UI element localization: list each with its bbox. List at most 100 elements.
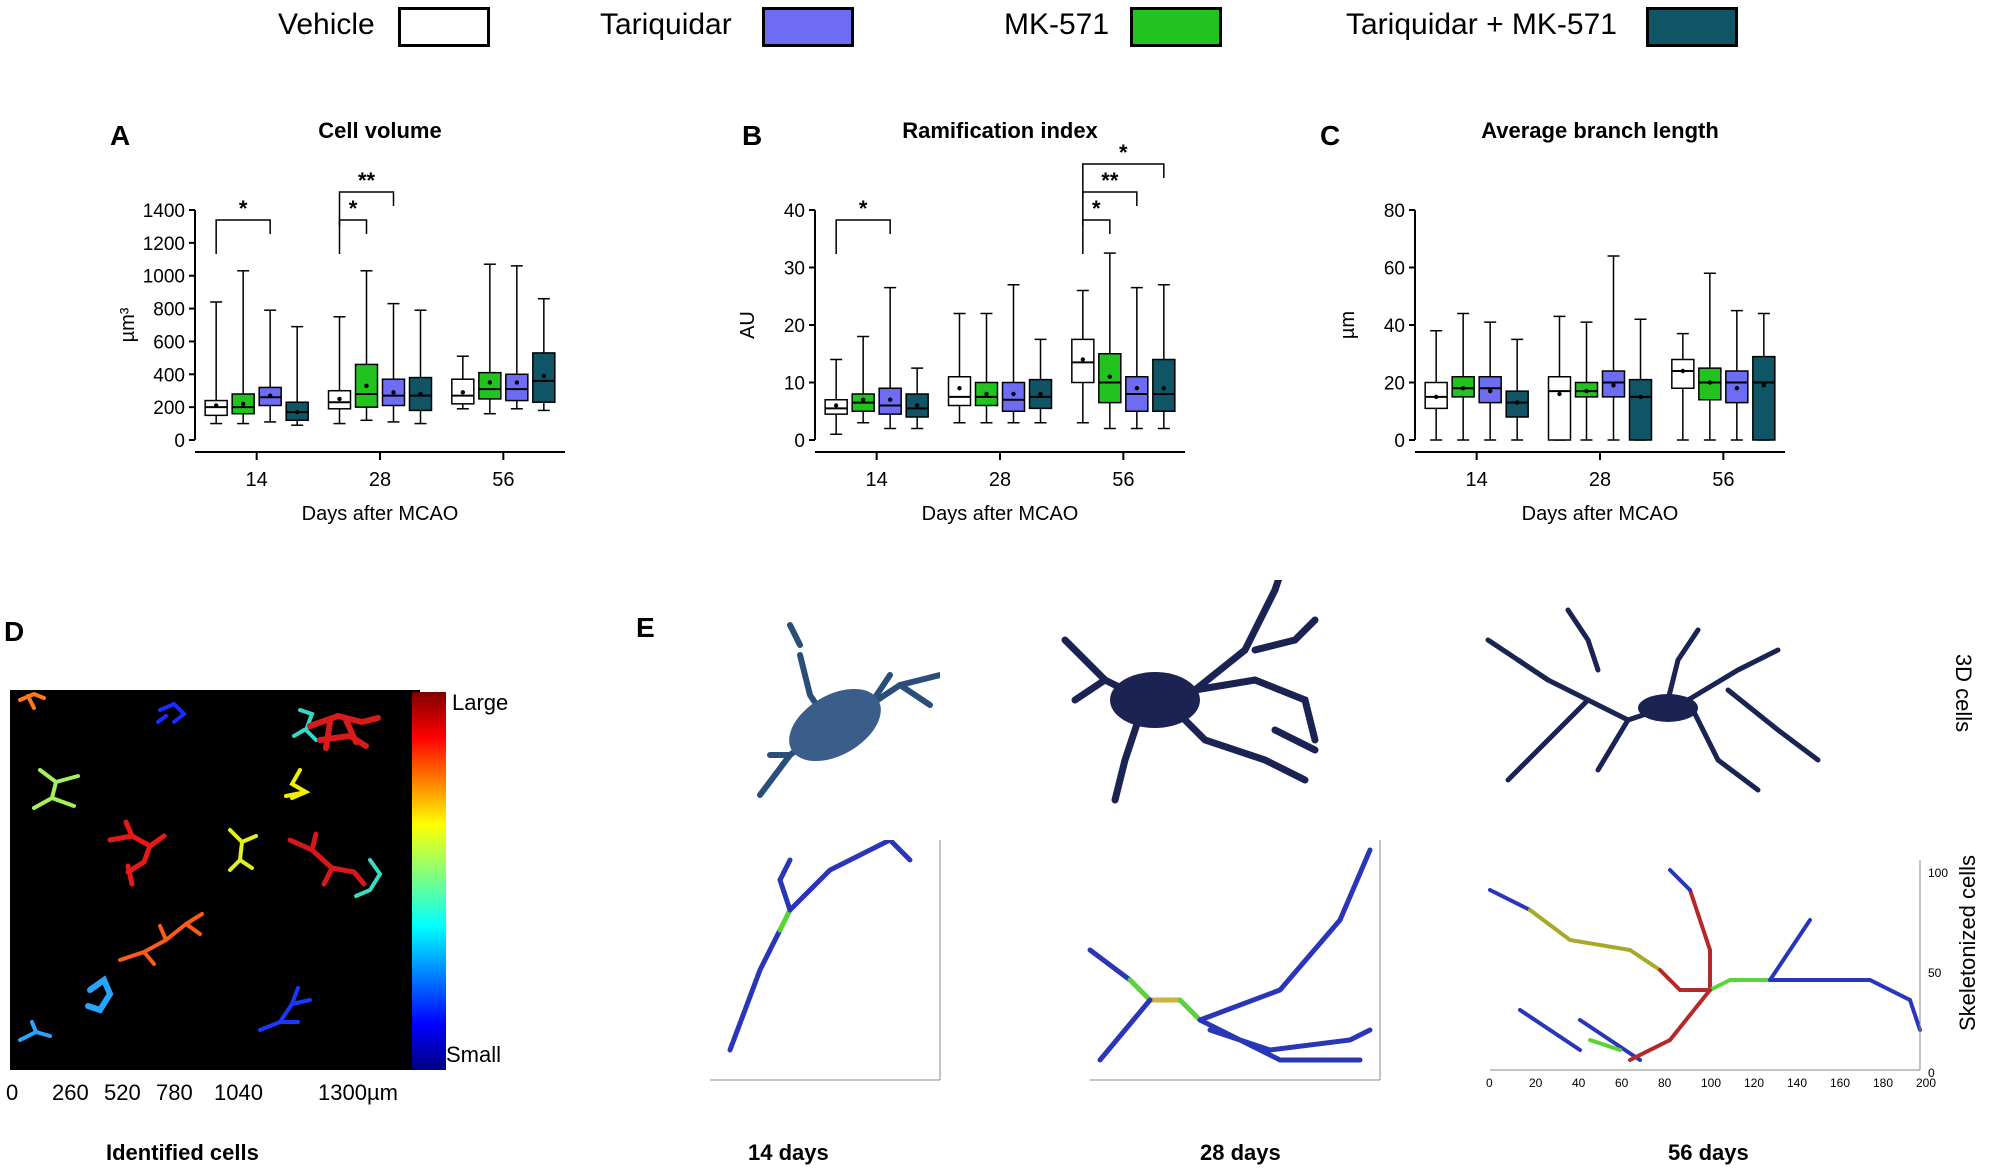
box-mean-point: [1514, 400, 1520, 405]
legend-swatch-tariquidar: [762, 7, 854, 47]
legend-swatch-mk571: [1130, 7, 1222, 47]
box-mean-point: [1611, 383, 1616, 388]
scale-label-small: Small: [446, 1042, 502, 1067]
chart-cell-volume: Cell volume 0 200 400 600 800 1000 1200 1400 µm³ 1…: [117, 118, 565, 525]
box: [1752, 355, 1776, 441]
x-tick-label: 28: [989, 469, 1011, 491]
y-tick-label: 1000: [143, 267, 185, 288]
y-tick-label: 30: [784, 259, 805, 280]
box-mean-point: [364, 383, 369, 388]
box: [505, 373, 529, 402]
box-mean-point: [984, 391, 989, 397]
significance-bracket: [835, 219, 891, 254]
significance-bracket: [338, 191, 395, 226]
skeleton-56-x-tick: 200: [1916, 1076, 1937, 1090]
skeleton-56-x-tick: 60: [1615, 1076, 1629, 1090]
x-axis-label: Days after MCAO: [302, 503, 459, 525]
significance-label: *: [859, 196, 868, 221]
identified-cells-x-tick: 260: [52, 1080, 89, 1105]
box-mean-point: [514, 380, 520, 385]
x-tick-label: 56: [1712, 469, 1734, 491]
x-tick-label: 14: [1466, 469, 1488, 491]
skeleton-56-y-tick: 50: [1928, 966, 1942, 980]
x-tick-label: 28: [1589, 469, 1611, 491]
panel-letter-e: E: [636, 612, 655, 643]
scale-label-large: Large: [452, 690, 509, 715]
significance-label: *: [349, 196, 358, 221]
y-tick-label: 1400: [143, 201, 185, 222]
skeleton-56-x-tick: 140: [1787, 1076, 1808, 1090]
legend-label: Tariquidar + MK-571: [1346, 8, 1617, 41]
skeleton-56-x-tick: 120: [1744, 1076, 1765, 1090]
y-tick-label: 1200: [143, 234, 185, 255]
x-tick-label: 14: [866, 469, 888, 491]
skeleton-56-x-tick: 20: [1529, 1076, 1543, 1090]
box-mean-point: [1460, 386, 1466, 391]
x-axis-label: Days after MCAO: [1522, 503, 1679, 525]
cell-3d-14-days: [757, 622, 940, 798]
box-mean-point: [1761, 383, 1767, 388]
y-tick-label: 0: [1394, 431, 1405, 452]
box: [1152, 358, 1176, 412]
box-mean-point: [460, 390, 466, 395]
box-mean-point: [240, 401, 246, 407]
box-mean-point: [914, 403, 920, 408]
y-tick-label: 80: [1384, 201, 1405, 222]
box-mean-point: [267, 393, 273, 398]
significance-bracket: [1082, 191, 1138, 226]
significance-bracket: [1082, 163, 1165, 198]
skeleton-56-x-tick: 40: [1572, 1076, 1586, 1090]
box-mean-point: [957, 386, 962, 391]
box-mean-point: [1107, 374, 1113, 379]
box-mean-point: [1038, 391, 1043, 397]
significance-bracket: [1082, 219, 1111, 254]
y-tick-label: 20: [784, 316, 805, 337]
panel-letter-d: D: [4, 616, 25, 647]
skeleton-56-y-tick: 100: [1928, 866, 1949, 880]
significance-label: *: [1119, 140, 1128, 165]
skeleton-56-x-tick: 100: [1701, 1076, 1722, 1090]
skeleton-14-days: [710, 840, 941, 1081]
box-mean-point: [1557, 391, 1562, 397]
y-tick-label: 400: [153, 365, 185, 386]
x-tick-label: 56: [492, 469, 514, 491]
skeleton-56-y-tick: 0: [1928, 1066, 1935, 1080]
identified-cells-x-tick: 0: [6, 1080, 19, 1105]
y-tick-label: 0: [794, 431, 805, 452]
box-mean-point: [391, 390, 396, 395]
cell-3d-56-days: [1485, 607, 1821, 793]
row-label-3d-cells: 3D cells: [1951, 653, 1977, 733]
y-tick-label: 0: [174, 431, 185, 452]
significance-label: **: [1101, 168, 1119, 193]
y-axis-label: AU: [737, 311, 759, 339]
y-tick-label: 40: [784, 201, 805, 222]
legend-swatch-combo: [1646, 7, 1738, 47]
box-mean-point: [487, 380, 493, 385]
box: [1001, 381, 1026, 412]
box-mean-point: [1080, 357, 1086, 362]
significance-label: *: [1092, 196, 1101, 221]
box-mean-point: [337, 396, 342, 402]
panel-letter-c: C: [1320, 120, 1341, 151]
box-mean-point: [1707, 380, 1713, 385]
y-tick-label: 200: [153, 398, 185, 419]
box-mean-point: [887, 397, 893, 402]
panel-letter-b: B: [742, 120, 763, 151]
box-mean-point: [418, 391, 423, 397]
x-axis-label: Days after MCAO: [922, 503, 1079, 525]
identified-cells-x-tick: 1300µm: [318, 1080, 398, 1105]
y-tick-label: 60: [1384, 259, 1405, 280]
legend-label: MK-571: [1004, 8, 1110, 41]
box: [1671, 358, 1695, 389]
box: [1547, 376, 1572, 441]
box-mean-point: [1584, 388, 1589, 394]
chart-title: Average branch length: [1481, 118, 1719, 143]
box: [947, 376, 972, 407]
box-mean-point: [1433, 394, 1439, 400]
box-mean-point: [541, 373, 547, 379]
y-tick-label: 20: [1384, 374, 1405, 395]
caption-14-days: 14 days: [748, 1140, 829, 1165]
chart-title: Ramification index: [902, 118, 1098, 143]
x-tick-label: 56: [1112, 469, 1134, 491]
